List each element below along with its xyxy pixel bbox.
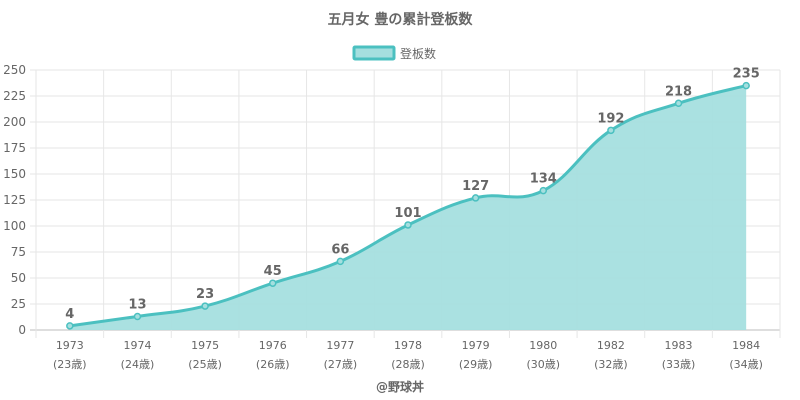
x-tick-sublabel: (24歳) bbox=[121, 358, 155, 371]
y-tick-label: 0 bbox=[18, 323, 26, 337]
x-tick-sublabel: (23歳) bbox=[53, 358, 87, 371]
x-tick-label: 1982 bbox=[597, 339, 625, 352]
x-axis: 1973 (23歳) 1974 (24歳) 1975 (25歳) 1976 (26歳) 1977… bbox=[53, 339, 763, 371]
data-point bbox=[268, 279, 277, 287]
data-label: 127 bbox=[462, 179, 489, 194]
x-tick-label: 1973 bbox=[56, 339, 84, 352]
x-tick-sublabel: (33歳) bbox=[662, 358, 696, 371]
y-tick-label: 125 bbox=[3, 193, 26, 207]
y-tick-label: 75 bbox=[11, 245, 26, 259]
data-point bbox=[201, 302, 209, 310]
y-tick-label: 225 bbox=[3, 89, 26, 103]
data-point bbox=[742, 81, 750, 90]
x-tick-label: 1976 bbox=[259, 339, 287, 352]
data-label: 192 bbox=[597, 111, 624, 126]
x-tick-sublabel: (32歳) bbox=[594, 358, 628, 371]
data-label: 13 bbox=[128, 297, 146, 312]
y-tick-label: 25 bbox=[11, 297, 26, 311]
y-tick-label: 50 bbox=[11, 271, 26, 285]
chart-title: 五月女 豊の累計登板数 bbox=[328, 11, 474, 28]
data-point bbox=[133, 312, 142, 321]
x-tick-label: 1979 bbox=[462, 339, 490, 352]
data-point bbox=[66, 322, 74, 330]
x-tick-sublabel: (26歳) bbox=[256, 358, 290, 371]
x-tick-sublabel: (27歳) bbox=[324, 358, 358, 371]
x-tick-sublabel: (28歳) bbox=[391, 358, 425, 371]
data-label: 66 bbox=[331, 242, 349, 257]
x-tick-label: 1980 bbox=[529, 339, 557, 352]
data-label: 23 bbox=[196, 287, 214, 302]
y-tick-label: 250 bbox=[3, 63, 26, 77]
x-tick-label: 1983 bbox=[665, 339, 693, 352]
data-label: 218 bbox=[665, 84, 692, 99]
data-label: 45 bbox=[264, 264, 282, 279]
data-label: 134 bbox=[530, 172, 557, 187]
data-point bbox=[539, 186, 548, 195]
y-tick-label: 175 bbox=[3, 141, 26, 155]
x-tick-sublabel: (30歳) bbox=[526, 358, 560, 371]
y-tick-label: 150 bbox=[3, 167, 26, 181]
data-label: 4 bbox=[65, 307, 74, 322]
y-axis: 0 25 50 75 100 125 150 175 200 225 250 bbox=[3, 63, 26, 337]
x-tick-label: 1974 bbox=[123, 339, 151, 352]
data-point bbox=[404, 221, 412, 229]
legend[interactable]: 登板数 bbox=[352, 45, 436, 61]
data-labels: 4 13 23 45 66 101 127 134 192 218 235 bbox=[65, 67, 759, 322]
data-point bbox=[674, 99, 683, 108]
x-tick-label: 1977 bbox=[326, 339, 354, 352]
series-area-fill bbox=[69, 85, 747, 330]
x-tick-label: 1984 bbox=[732, 339, 760, 352]
data-point bbox=[607, 126, 615, 135]
data-point bbox=[471, 194, 480, 202]
x-tick-sublabel: (34歳) bbox=[729, 358, 763, 371]
y-tick-label: 100 bbox=[3, 219, 26, 233]
data-point bbox=[336, 257, 345, 266]
x-tick-label: 1975 bbox=[191, 339, 219, 352]
x-tick-sublabel: (25歳) bbox=[188, 358, 222, 371]
legend-label: 登板数 bbox=[400, 46, 436, 61]
grid bbox=[30, 69, 781, 338]
x-tick-label: 1978 bbox=[394, 339, 422, 352]
data-label: 101 bbox=[394, 206, 421, 221]
x-tick-sublabel: (29歳) bbox=[459, 358, 493, 371]
series-layer bbox=[66, 81, 750, 330]
y-tick-label: 200 bbox=[3, 115, 26, 129]
data-label: 235 bbox=[733, 67, 760, 82]
legend-swatch bbox=[352, 45, 396, 61]
footer-credit: @野球丼 bbox=[376, 379, 424, 394]
